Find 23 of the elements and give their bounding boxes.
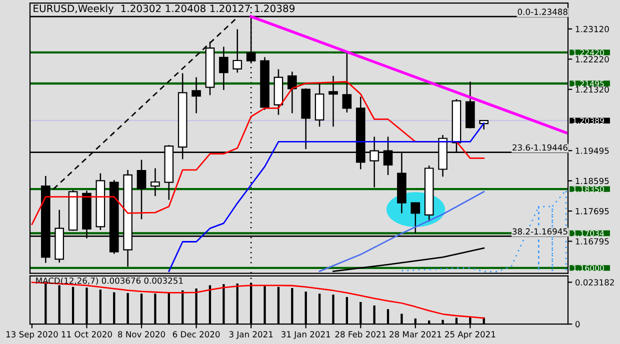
y-tick-label: 1.19495 <box>576 148 609 154</box>
x-tick-label: 31 Jan 2021 <box>282 331 330 339</box>
y-tick-label: 0 <box>575 321 580 328</box>
y-tick-label: 1.23120 <box>576 26 609 32</box>
annotation: 38.2-1.16945 <box>512 228 568 235</box>
annotation: 0.0-1.23488 <box>518 8 568 15</box>
annotation: 23.6-1.19446 <box>512 144 568 151</box>
chart-title: MACD(12,26,7) 0.003676 0.003251 <box>36 277 183 285</box>
x-tick-label: 6 Dec 2020 <box>172 331 220 338</box>
y-tick-label: 1.18595 <box>576 178 609 184</box>
x-tick-label: 11 Oct 2020 <box>62 331 112 338</box>
x-tick-label: 8 Nov 2020 <box>118 331 165 338</box>
y-tick-label: 1.21320 <box>576 86 609 93</box>
x-tick-label: 28 Feb 2021 <box>335 330 386 338</box>
x-tick-label: 13 Sep 2020 <box>6 331 58 340</box>
x-tick-label: 3 Jan 2021 <box>229 331 273 339</box>
x-tick-label: 28 Mar 2021 <box>390 331 442 338</box>
y-tick-label: 0.023182 <box>575 279 614 286</box>
y-tick-label: 1.22220 <box>576 56 609 62</box>
y-tick-label: 1.16795 <box>576 238 609 245</box>
y-tick-label: 1.17695 <box>576 208 609 214</box>
chart-title: EURUSD,Weekly 1.20302 1.20408 1.20127 1.20389 <box>34 4 295 14</box>
x-tick-label: 25 Apr 2021 <box>445 331 496 340</box>
